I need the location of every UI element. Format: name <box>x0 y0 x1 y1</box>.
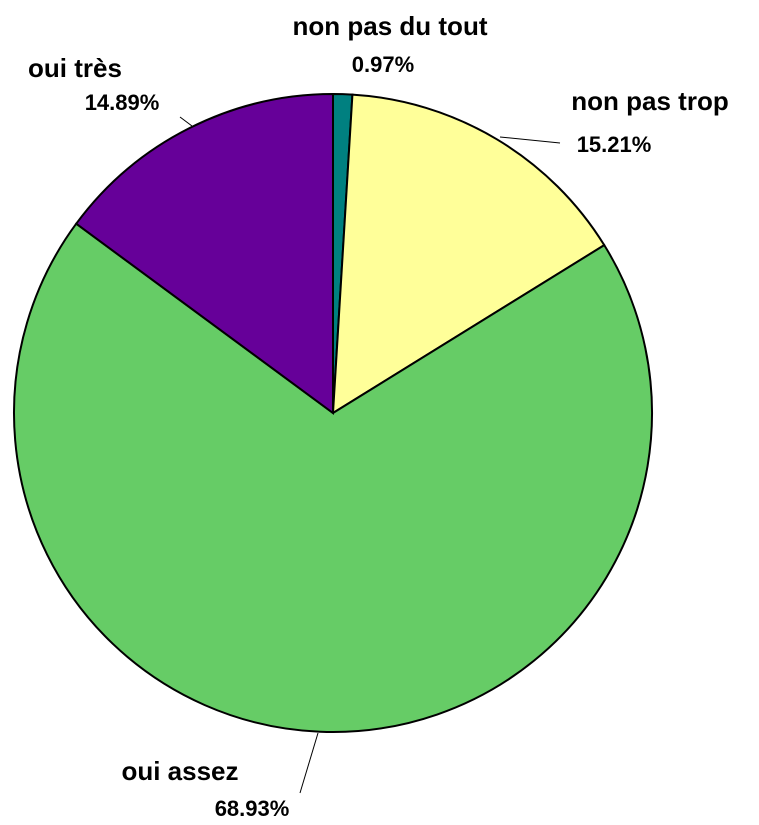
slice-value: 68.93% <box>215 796 290 821</box>
slice-value: 0.97% <box>352 52 414 77</box>
leader-line <box>499 136 561 144</box>
slice-value: 15.21% <box>577 132 652 157</box>
pie-slice <box>13 222 653 733</box>
slice-label: oui très <box>28 53 122 83</box>
leader-line <box>299 732 319 794</box>
slice-value: 14.89% <box>85 90 160 115</box>
slice-label: non pas du tout <box>293 11 488 41</box>
pie-slice <box>74 92 334 415</box>
pie-slice <box>331 93 606 415</box>
leader-line <box>179 116 193 127</box>
slice-label: non pas trop <box>571 86 728 116</box>
slice-label: oui assez <box>121 756 238 786</box>
